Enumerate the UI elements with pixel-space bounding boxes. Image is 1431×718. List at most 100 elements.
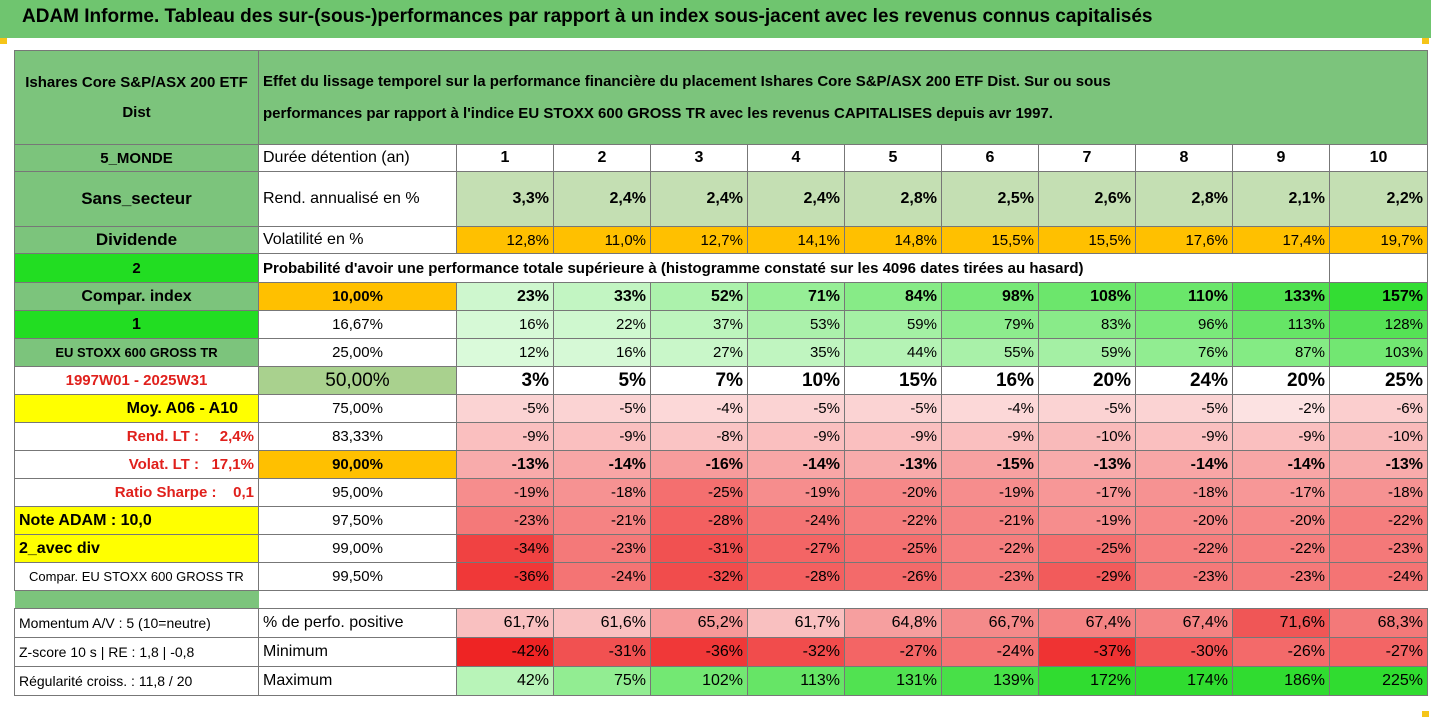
return-cell: 2,1% xyxy=(1232,171,1330,227)
return-label: Rend. annualisé en % xyxy=(258,171,457,227)
volatility-label: Volatilité en % xyxy=(258,226,457,254)
compar-index-label: Compar. index xyxy=(14,282,259,311)
percentile-cell: -26% xyxy=(844,562,942,591)
sharpe-ratio: Ratio Sharpe : 0,1 xyxy=(14,478,259,507)
stats-side-label: Régularité croiss. : 11,8 / 20 xyxy=(14,666,259,696)
percentile-cell: -24% xyxy=(553,562,651,591)
adam-score: Note ADAM : 10,0 xyxy=(14,506,259,535)
volatility-cell: 11,0% xyxy=(553,226,651,254)
percentile-cell: 16% xyxy=(456,310,554,339)
stats-cell: 67,4% xyxy=(1038,608,1136,638)
percentile-cell: -14% xyxy=(553,450,651,479)
percentile-cell: 53% xyxy=(747,310,845,339)
fund-name: Ishares Core S&P/ASX 200 ETF Dist xyxy=(14,50,259,145)
stats-label: % de perfo. positive xyxy=(258,608,457,638)
percentile-cell: 33% xyxy=(553,282,651,311)
percentile-cell: -23% xyxy=(456,506,554,535)
percentile-cell: -28% xyxy=(650,506,748,535)
percentile-cell: -9% xyxy=(1135,422,1233,451)
percentile-cell: -21% xyxy=(553,506,651,535)
percentile-cell: -27% xyxy=(747,534,845,563)
percentile-label: 97,50% xyxy=(258,506,457,535)
return-cell: 2,4% xyxy=(747,171,845,227)
year-header: 4 xyxy=(747,144,845,172)
percentile-cell: -19% xyxy=(1038,506,1136,535)
percentile-cell: -5% xyxy=(456,394,554,423)
count-1: 1 xyxy=(14,310,259,339)
stats-cell: 139% xyxy=(941,666,1039,696)
percentile-label: 25,00% xyxy=(258,338,457,367)
percentile-cell: -9% xyxy=(553,422,651,451)
percentile-cell: -23% xyxy=(1232,562,1330,591)
percentile-label: 16,67% xyxy=(258,310,457,339)
return-cell: 2,5% xyxy=(941,171,1039,227)
percentile-cell: -25% xyxy=(844,534,942,563)
percentile-cell: -4% xyxy=(941,394,1039,423)
percentile-cell: -34% xyxy=(456,534,554,563)
percentile-cell: -22% xyxy=(1232,534,1330,563)
percentile-cell: -22% xyxy=(1329,506,1428,535)
long-term-volatility: Volat. LT : 17,1% xyxy=(14,450,259,479)
percentile-cell: 15% xyxy=(844,366,942,395)
percentile-cell: -14% xyxy=(1135,450,1233,479)
stats-cell: -30% xyxy=(1135,637,1233,667)
stats-side-label: Z-score 10 s | RE : 1,8 | -0,8 xyxy=(14,637,259,667)
long-term-return: Rend. LT : 2,4% xyxy=(14,422,259,451)
corner-marker xyxy=(1422,711,1429,717)
percentile-cell: -13% xyxy=(844,450,942,479)
percentile-cell: -5% xyxy=(553,394,651,423)
percentile-cell: -19% xyxy=(941,478,1039,507)
percentile-cell: -8% xyxy=(650,422,748,451)
stats-cell: -27% xyxy=(844,637,942,667)
description-line-2: performances par rapport à l'indice EU S… xyxy=(263,104,1053,122)
report-banner: ADAM Informe. Tableau des sur-(sous-)per… xyxy=(0,0,1431,38)
description: Effet du lissage temporel sur la perform… xyxy=(258,50,1428,145)
percentile-cell: 108% xyxy=(1038,282,1136,311)
stats-side-label: Momentum A/V : 5 (10=neutre) xyxy=(14,608,259,638)
percentile-cell: -9% xyxy=(747,422,845,451)
stats-cell: 113% xyxy=(747,666,845,696)
percentile-cell: 27% xyxy=(650,338,748,367)
stats-cell: 68,3% xyxy=(1329,608,1428,638)
percentile-label: 99,50% xyxy=(258,562,457,591)
region-label: 5_MONDE xyxy=(14,144,259,172)
percentile-cell: 96% xyxy=(1135,310,1233,339)
corner-marker xyxy=(1422,38,1429,44)
stats-label: Maximum xyxy=(258,666,457,696)
year-header: 2 xyxy=(553,144,651,172)
volatility-cell: 14,1% xyxy=(747,226,845,254)
stats-cell: -24% xyxy=(941,637,1039,667)
stats-cell: 67,4% xyxy=(1135,608,1233,638)
percentile-cell: 12% xyxy=(456,338,554,367)
empty-cell xyxy=(1329,253,1428,283)
percentile-cell: 37% xyxy=(650,310,748,339)
percentile-cell: -20% xyxy=(1135,506,1233,535)
percentile-cell: -32% xyxy=(650,562,748,591)
average-label: Moy. A06 - A10 xyxy=(14,394,259,423)
percentile-cell: -18% xyxy=(553,478,651,507)
percentile-cell: -24% xyxy=(1329,562,1428,591)
stats-cell: 186% xyxy=(1232,666,1330,696)
percentile-label: 75,00% xyxy=(258,394,457,423)
stats-label: Minimum xyxy=(258,637,457,667)
stats-cell: 65,2% xyxy=(650,608,748,638)
percentile-cell: -23% xyxy=(941,562,1039,591)
percentile-cell: 25% xyxy=(1329,366,1428,395)
with-dividend-label: 2_avec div xyxy=(14,534,259,563)
corner-marker xyxy=(0,38,7,44)
percentile-cell: 59% xyxy=(844,310,942,339)
percentile-cell: 20% xyxy=(1232,366,1330,395)
percentile-cell: 87% xyxy=(1232,338,1330,367)
sector-label: Sans_secteur xyxy=(14,171,259,227)
stats-cell: -32% xyxy=(747,637,845,667)
percentile-cell: -19% xyxy=(456,478,554,507)
count-2: 2 xyxy=(14,253,259,283)
percentile-cell: -16% xyxy=(650,450,748,479)
percentile-cell: 5% xyxy=(553,366,651,395)
percentile-cell: -24% xyxy=(747,506,845,535)
percentile-cell: 133% xyxy=(1232,282,1330,311)
percentile-cell: -21% xyxy=(941,506,1039,535)
percentile-cell: 55% xyxy=(941,338,1039,367)
stats-cell: -31% xyxy=(553,637,651,667)
stats-cell: 174% xyxy=(1135,666,1233,696)
